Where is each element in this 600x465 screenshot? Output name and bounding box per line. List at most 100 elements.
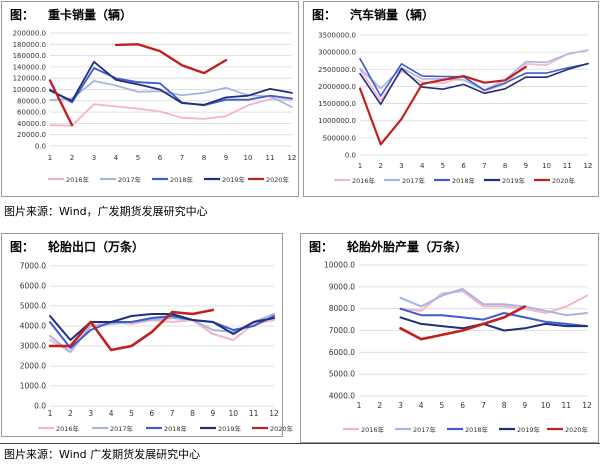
chart-title: 图： 轮胎出口（万条） — [10, 240, 145, 254]
x-tick-label: 3 — [398, 401, 403, 410]
y-tick-label: 160000.0 — [13, 52, 46, 60]
x-tick-label: 3 — [88, 409, 93, 418]
y-tick-label: 7000.0 — [20, 262, 46, 271]
y-tick-label: 120000.0 — [13, 75, 46, 83]
chart-panel-heavy-truck-sales: 图： 重卡销量（辆） 0.0 20000.0 40000.0 60000.0 80000.… — [1, 1, 299, 197]
legend-label: 2017年 — [413, 425, 437, 434]
x-tick-label: 4 — [109, 409, 114, 418]
x-tick-label: 9 — [224, 154, 228, 162]
legend-label: 2020年 — [565, 425, 589, 434]
legend-label: 2016年 — [56, 424, 80, 433]
y-tick-label: 2000000.0 — [318, 83, 356, 91]
x-tick-label: 3 — [399, 162, 403, 170]
series-line-2020年 — [48, 79, 74, 127]
x-tick-label: 1 — [358, 162, 362, 170]
y-tick-label: 3000000.0 — [318, 49, 356, 57]
y-tick-label: 80000.0 — [17, 97, 46, 105]
series-line-2019年 — [399, 316, 588, 332]
y-tick-label: 8000.0 — [329, 304, 355, 313]
x-tick-label: 8 — [202, 154, 206, 162]
x-tick-label: 7 — [481, 401, 486, 410]
y-tick-label: 7000.0 — [329, 326, 355, 335]
y-tick-label: 0.0 — [35, 143, 46, 151]
chart-title: 图： 汽车销量（辆） — [312, 8, 435, 22]
x-tick-label: 12 — [582, 401, 592, 410]
y-tick-label: 6000.0 — [20, 282, 46, 291]
legend-label: 2016年 — [352, 176, 376, 185]
x-tick-label: 3 — [92, 154, 96, 162]
x-tick-label: 8 — [190, 409, 195, 418]
y-tick-label: 500000.0 — [323, 134, 356, 142]
x-tick-label: 6 — [149, 409, 154, 418]
x-tick-label: 6 — [460, 401, 465, 410]
y-tick-label: 5000.0 — [329, 370, 355, 379]
legend-label: 2016年 — [66, 175, 90, 184]
legend-label: 2019年 — [517, 425, 541, 434]
series-line-2016年 — [49, 98, 293, 127]
chart-panel-auto-sales: 图： 汽车销量（辆） 0.0 500000.0 1000000.0 1500000.0 2… — [303, 1, 599, 197]
legend-label: 2020年 — [266, 175, 290, 184]
x-tick-label: 12 — [269, 409, 279, 418]
y-tick-label: 40000.0 — [17, 120, 46, 128]
chart-title: 图： 轮胎外胎产量（万条） — [309, 240, 468, 254]
line-chart-tire-output: 4000.0 5000.0 6000.0 7000.0 8000.0 9000.0 1000… — [324, 261, 592, 435]
x-tick-label: 7 — [180, 154, 184, 162]
x-tick-label: 6 — [461, 162, 466, 170]
x-tick-label: 8 — [503, 162, 507, 170]
y-tick-label: 180000.0 — [13, 41, 46, 49]
series-line-2018年 — [49, 315, 275, 349]
legend-label: 2020年 — [552, 176, 576, 185]
legend-label: 2018年 — [452, 176, 476, 185]
series-line-2017年 — [359, 49, 589, 91]
legend-label: 2016年 — [361, 425, 385, 434]
source-note: 图片来源：Wind，广发期货发展研究中心 — [4, 205, 208, 218]
chart-title: 图： 重卡销量（辆） — [10, 8, 133, 22]
legend-label: 2018年 — [170, 175, 194, 184]
x-tick-label: 4 — [419, 401, 424, 410]
legend-label: 2019年 — [502, 176, 526, 185]
series-line-2019年 — [359, 62, 589, 106]
series-line-2018年 — [49, 67, 293, 107]
series-line-2020年 — [358, 65, 527, 146]
x-tick-label: 10 — [542, 162, 551, 170]
series-line-2018年 — [359, 57, 589, 97]
x-tick-label: 2 — [377, 401, 382, 410]
x-tick-label: 10 — [541, 401, 551, 410]
x-tick-label: 11 — [266, 154, 275, 162]
legend-label: 2019年 — [222, 175, 246, 184]
x-tick-label: 9 — [522, 401, 527, 410]
y-tick-label: 0.0 — [34, 402, 46, 411]
legend-label: 2018年 — [465, 425, 489, 434]
x-tick-label: 5 — [129, 409, 134, 418]
line-chart-auto-sales: 0.0500000.01000000.01500000.02000000.025… — [318, 32, 592, 186]
x-tick-label: 5 — [441, 162, 445, 170]
y-tick-label: 140000.0 — [13, 63, 46, 71]
x-tick-label: 9 — [524, 162, 528, 170]
divider — [0, 443, 600, 444]
x-tick-label: 1 — [357, 401, 362, 410]
x-tick-label: 5 — [440, 401, 445, 410]
x-tick-label: 5 — [136, 154, 140, 162]
x-tick-label: 1 — [48, 409, 53, 418]
x-tick-label: 7 — [482, 162, 486, 170]
y-tick-label: 1000.0 — [20, 382, 46, 391]
y-tick-label: 9000.0 — [329, 282, 355, 291]
x-tick-label: 4 — [114, 154, 119, 162]
line-chart-heavy-truck-sales: 0.0 20000.0 40000.0 60000.0 80000.0 100000.0 1… — [13, 30, 297, 185]
series-line-2020年 — [114, 43, 228, 75]
y-tick-label: 100000.0 — [13, 86, 46, 94]
y-tick-label: 2000.0 — [20, 362, 46, 371]
source-note: 图片来源：Wind 广发期货发展研究中心 — [4, 448, 201, 461]
y-tick-label: 1000000.0 — [318, 117, 356, 125]
y-tick-label: 200000.0 — [13, 30, 46, 38]
line-chart-tire-exports: 0.0 1000.0 2000.0 3000.0 4000.0 5000.0 6000.0 7… — [20, 262, 294, 434]
x-tick-label: 7 — [170, 409, 175, 418]
legend-label: 2019年 — [218, 424, 242, 433]
x-tick-label: 6 — [158, 154, 163, 162]
legend-label: 2017年 — [118, 175, 142, 184]
x-tick-label: 11 — [561, 401, 571, 410]
series-line-2017年 — [399, 288, 588, 317]
x-tick-label: 12 — [288, 154, 297, 162]
legend-label: 2020年 — [270, 424, 294, 433]
y-tick-label: 3500000.0 — [318, 32, 356, 40]
